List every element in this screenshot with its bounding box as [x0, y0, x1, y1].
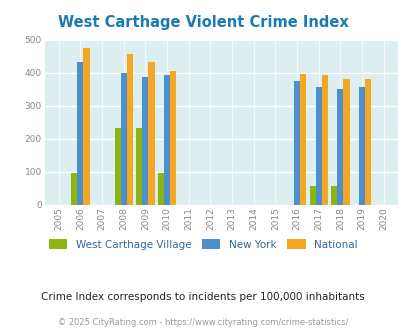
Text: West Carthage Violent Crime Index: West Carthage Violent Crime Index	[58, 15, 347, 30]
Bar	[83, 48, 89, 205]
Bar	[164, 75, 170, 205]
Bar	[71, 173, 77, 205]
Bar	[77, 62, 83, 205]
Bar	[343, 79, 349, 205]
Bar	[315, 87, 321, 205]
Bar	[330, 186, 337, 205]
Text: Crime Index corresponds to incidents per 100,000 inhabitants: Crime Index corresponds to incidents per…	[41, 292, 364, 302]
Bar	[136, 128, 142, 205]
Bar	[358, 87, 364, 205]
Bar	[337, 89, 343, 205]
Bar	[293, 81, 299, 205]
Bar	[299, 74, 305, 205]
Bar	[114, 128, 120, 205]
Bar	[120, 73, 126, 205]
Bar	[364, 79, 370, 205]
Text: © 2025 CityRating.com - https://www.cityrating.com/crime-statistics/: © 2025 CityRating.com - https://www.city…	[58, 318, 347, 327]
Bar	[309, 186, 315, 205]
Bar	[126, 54, 132, 205]
Bar	[142, 77, 148, 205]
Bar	[170, 71, 176, 205]
Bar	[148, 62, 154, 205]
Bar	[321, 75, 327, 205]
Bar	[158, 173, 164, 205]
Legend: West Carthage Village, New York, National: West Carthage Village, New York, Nationa…	[44, 235, 361, 254]
